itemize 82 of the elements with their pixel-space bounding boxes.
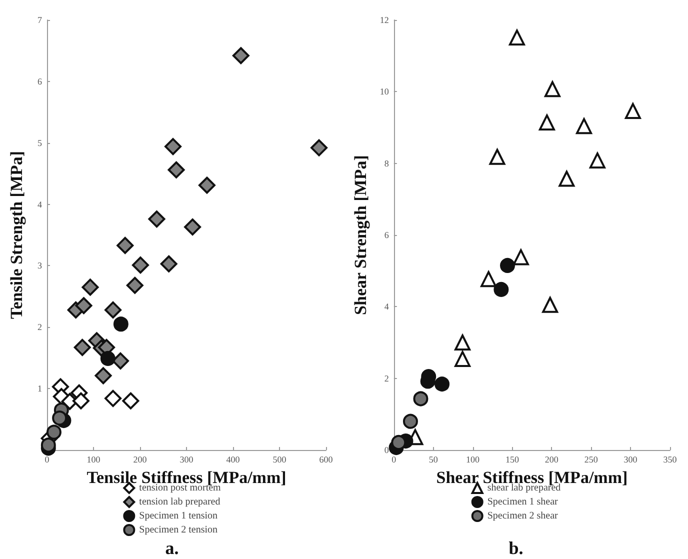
y-axis-title: Shear Strength [MPa] <box>351 155 370 315</box>
x-tick-label: 100 <box>86 454 101 464</box>
legend-label: Specimen 1 shear <box>487 496 559 508</box>
point <box>113 316 128 332</box>
point <box>413 391 428 406</box>
point <box>454 334 471 350</box>
y-tick-label: 7 <box>38 15 42 25</box>
legend-label: tension lab prepared <box>139 496 220 508</box>
point <box>132 256 149 274</box>
x-tick-label: 50 <box>428 454 438 464</box>
x-tick-label: 100 <box>466 454 480 464</box>
point <box>160 255 178 272</box>
point <box>480 271 497 288</box>
y-tick-label: 1 <box>38 384 42 394</box>
point <box>576 118 592 134</box>
point <box>310 139 328 156</box>
point <box>198 176 216 194</box>
point <box>82 278 99 296</box>
point <box>558 170 575 187</box>
point <box>434 376 450 392</box>
x-tick-label: 350 <box>663 454 678 464</box>
point <box>46 424 62 440</box>
point <box>542 296 558 313</box>
point <box>52 410 68 426</box>
point <box>126 276 144 294</box>
legend-label: Specimen 1 tension <box>139 510 218 522</box>
legend-label: Specimen 2 shear <box>487 510 559 522</box>
point <box>508 30 525 46</box>
point <box>538 114 555 130</box>
point <box>72 392 90 410</box>
point <box>100 350 116 366</box>
point <box>40 438 56 453</box>
legend-label: Specimen 2 tension <box>139 524 218 536</box>
point <box>589 152 606 168</box>
point <box>122 392 140 410</box>
point <box>454 350 471 367</box>
x-tick-label: 200 <box>544 454 559 464</box>
point <box>184 218 202 236</box>
text: a. <box>165 538 179 558</box>
y-tick-label: 5 <box>38 138 42 148</box>
point <box>168 161 185 178</box>
y-tick-label: 4 <box>38 199 42 210</box>
point <box>402 414 418 429</box>
point <box>500 258 515 273</box>
point <box>116 236 134 254</box>
point <box>544 81 560 98</box>
point <box>104 390 122 407</box>
x-tick-label: 600 <box>319 454 334 464</box>
y-tick-label: 0 <box>384 445 390 455</box>
text: b. <box>508 538 524 558</box>
point <box>232 47 250 64</box>
point <box>624 103 641 120</box>
y-tick-label: 6 <box>38 76 42 86</box>
y-axis-title: Tensile Strength [MPa] <box>7 150 26 320</box>
y-tick-label: 4 <box>384 302 390 312</box>
y-tick-label: 12 <box>380 15 389 25</box>
point <box>164 138 182 156</box>
y-tick-label: 6 <box>384 230 390 240</box>
point <box>94 367 112 384</box>
y-tick-label: 10 <box>380 86 390 97</box>
x-tick-label: 0 <box>44 454 50 464</box>
point <box>489 148 506 165</box>
point <box>512 249 529 266</box>
x-tick-label: 300 <box>624 454 638 464</box>
point <box>104 301 122 318</box>
x-tick-label: 400 <box>226 454 240 464</box>
y-tick-label: 2 <box>384 373 389 384</box>
x-tick-label: 200 <box>133 454 148 464</box>
point <box>112 352 129 370</box>
x-tick-label: 0 <box>392 454 397 464</box>
y-tick-label: 3 <box>38 260 42 271</box>
x-tick-label: 150 <box>505 454 520 464</box>
point <box>391 434 406 450</box>
point <box>74 338 91 356</box>
x-tick-label: 500 <box>272 454 287 464</box>
point <box>75 297 92 314</box>
point <box>494 282 509 297</box>
point <box>148 210 166 228</box>
x-tick-label: 250 <box>584 454 598 464</box>
x-tick-label: 300 <box>180 454 194 464</box>
y-tick-label: 8 <box>384 158 390 168</box>
y-tick-label: 2 <box>38 322 42 332</box>
